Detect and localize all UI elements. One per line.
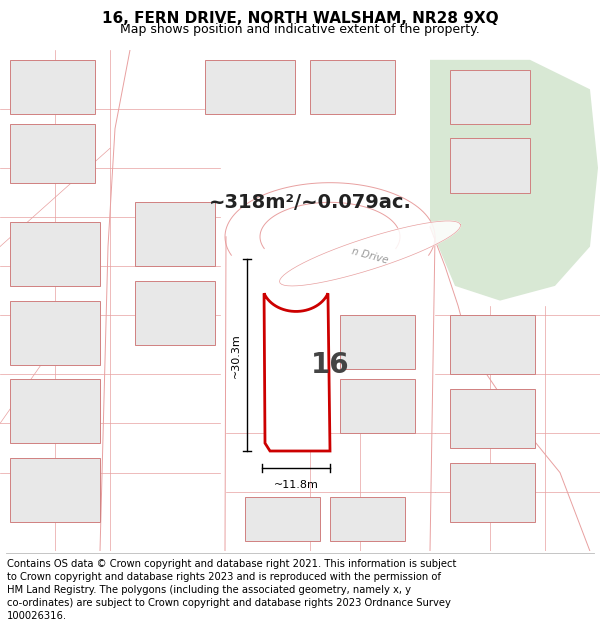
Bar [450, 139, 530, 192]
Text: 100026316.: 100026316. [7, 611, 67, 621]
Bar [10, 301, 100, 364]
Text: 16, FERN DRIVE, NORTH WALSHAM, NR28 9XQ: 16, FERN DRIVE, NORTH WALSHAM, NR28 9XQ [101, 11, 499, 26]
Text: HM Land Registry. The polygons (including the associated geometry, namely x, y: HM Land Registry. The polygons (includin… [7, 584, 411, 594]
Bar [205, 60, 295, 114]
Bar [135, 202, 215, 266]
Bar [10, 124, 95, 182]
Text: Contains OS data © Crown copyright and database right 2021. This information is : Contains OS data © Crown copyright and d… [7, 559, 457, 569]
Bar [10, 60, 95, 114]
Text: co-ordinates) are subject to Crown copyright and database rights 2023 Ordnance S: co-ordinates) are subject to Crown copyr… [7, 598, 451, 608]
Bar [135, 281, 215, 345]
Text: ~318m²/~0.079ac.: ~318m²/~0.079ac. [209, 193, 412, 212]
Bar [450, 462, 535, 522]
Bar [10, 222, 100, 286]
Bar [10, 458, 100, 522]
Bar [310, 60, 395, 114]
Bar [340, 316, 415, 369]
Text: ~11.8m: ~11.8m [274, 479, 319, 489]
Bar [450, 316, 535, 374]
Text: ~30.3m: ~30.3m [231, 332, 241, 378]
Bar [245, 498, 320, 541]
Text: n Drive: n Drive [350, 247, 389, 266]
Bar [450, 389, 535, 448]
Text: to Crown copyright and database rights 2023 and is reproduced with the permissio: to Crown copyright and database rights 2… [7, 572, 441, 582]
Polygon shape [280, 221, 460, 286]
Bar [330, 498, 405, 541]
Text: 16: 16 [311, 351, 349, 379]
Polygon shape [264, 293, 330, 451]
Bar [340, 379, 415, 433]
Text: Map shows position and indicative extent of the property.: Map shows position and indicative extent… [120, 23, 480, 36]
Polygon shape [430, 60, 598, 301]
Bar [10, 379, 100, 443]
Bar [450, 69, 530, 124]
